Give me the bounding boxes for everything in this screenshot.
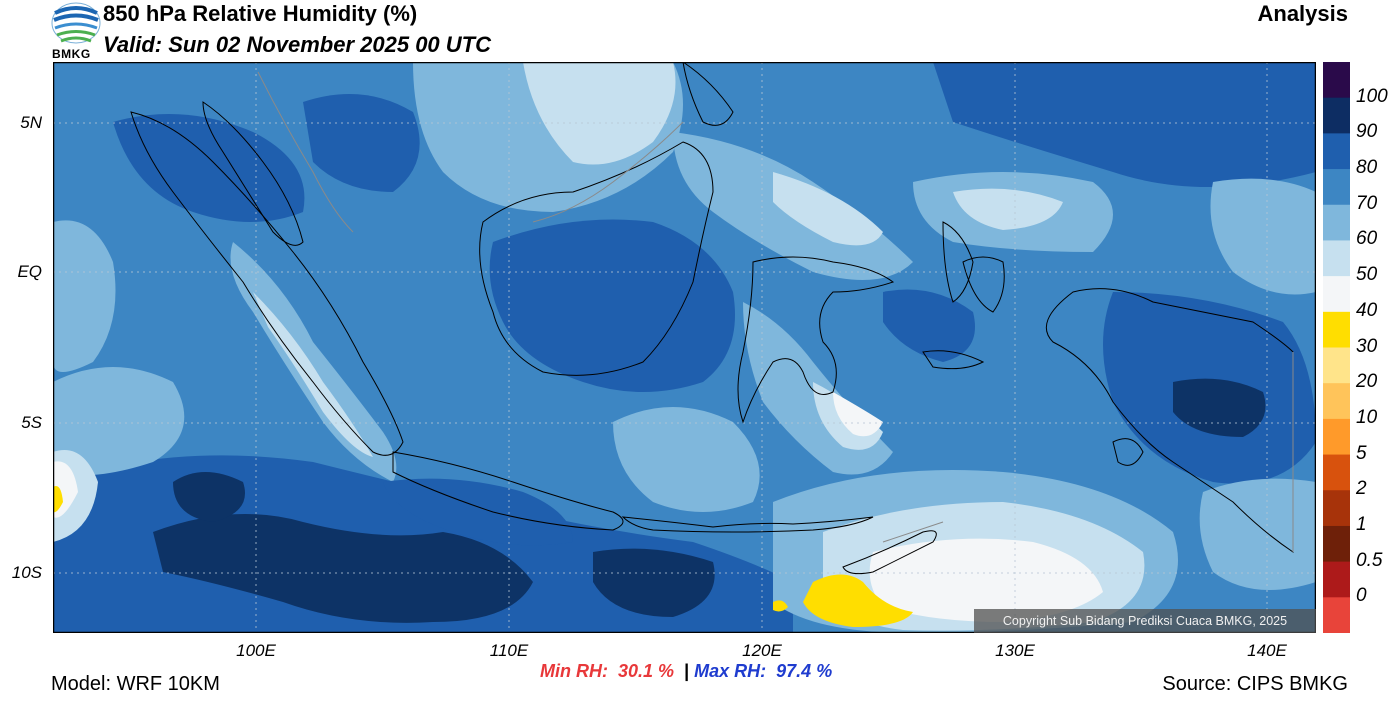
colorbar-label: 50 bbox=[1356, 264, 1378, 286]
copyright-notice: Copyright Sub Bidang Prediksi Cuaca BMKG… bbox=[974, 609, 1316, 633]
rh-zone-80-north-mid bbox=[303, 94, 420, 192]
rh-zone-30-sw bbox=[53, 486, 63, 513]
rh-zone-80-borneo bbox=[489, 219, 735, 392]
min-rh: Min RH: 30.1 % bbox=[540, 661, 674, 681]
colorbar-label: 70 bbox=[1356, 192, 1378, 214]
rh-zone-90-southwest bbox=[173, 472, 245, 522]
rh-zone-40-southeast bbox=[869, 538, 1103, 622]
rh-zone-80-north-west bbox=[113, 114, 305, 222]
colorbar-label: 1 bbox=[1356, 513, 1367, 535]
lon-tick-110e: 110E bbox=[489, 641, 529, 660]
rh-zone-50-sumatra bbox=[253, 292, 373, 457]
colorbar-label: 80 bbox=[1356, 157, 1378, 179]
max-rh-label: Max RH: bbox=[694, 661, 767, 681]
colorbar-swatch bbox=[1323, 490, 1350, 527]
rh-zone-50-north-center bbox=[773, 172, 883, 246]
rh-zone-80-sulawesi-east bbox=[883, 289, 975, 362]
stats-separator: | bbox=[684, 661, 690, 681]
colorbar-swatch bbox=[1323, 169, 1350, 206]
rh-zone-60-east bbox=[1210, 178, 1316, 295]
rh-zone-60-west bbox=[53, 220, 116, 372]
colorbar-label: 5 bbox=[1356, 442, 1367, 464]
colorbar-label: 90 bbox=[1356, 121, 1378, 143]
colorbar-label: 20 bbox=[1356, 371, 1378, 393]
bmkg-logo-icon bbox=[51, 2, 101, 44]
lon-tick-120e: 120E bbox=[742, 641, 782, 660]
colorbar-swatch bbox=[1323, 62, 1350, 99]
map-title: 850 hPa Relative Humidity (%) bbox=[103, 1, 418, 26]
colorbar-label: 40 bbox=[1356, 299, 1378, 321]
logo-text: BMKG bbox=[52, 47, 91, 61]
max-rh: Max RH: 97.4 % bbox=[694, 661, 832, 681]
colorbar bbox=[1323, 62, 1350, 633]
lon-tick-140e: 140E bbox=[1247, 641, 1287, 660]
lon-tick-130e: 130E bbox=[995, 641, 1035, 660]
rh-zone-90-south bbox=[153, 514, 533, 623]
rh-zone-40-sulawesi bbox=[833, 392, 883, 437]
source-label: Source: CIPS BMKG bbox=[1162, 673, 1348, 695]
lat-tick-5n: 5N bbox=[20, 113, 42, 132]
colorbar-swatch bbox=[1323, 311, 1350, 348]
colorbar-label: 2 bbox=[1356, 478, 1367, 500]
rh-zone-60-sumatra bbox=[230, 242, 397, 482]
colorbar-swatch bbox=[1323, 597, 1350, 633]
rh-zone-60-papua-south bbox=[1199, 478, 1316, 590]
graticule bbox=[53, 62, 1316, 633]
lat-tick-10s: 10S bbox=[11, 563, 42, 582]
colorbar-swatch bbox=[1323, 204, 1350, 241]
colorbar-swatch bbox=[1323, 454, 1350, 491]
colorbar-label: 0.5 bbox=[1356, 549, 1383, 571]
colorbar-label: 60 bbox=[1356, 228, 1378, 250]
lat-tick-eq: EQ bbox=[17, 262, 42, 281]
min-rh-value: 30.1 % bbox=[618, 661, 675, 681]
colorbar-swatch bbox=[1323, 276, 1350, 313]
colorbar-label: 30 bbox=[1356, 335, 1378, 357]
colorbar-swatch bbox=[1323, 97, 1350, 134]
rh-zone-30-southeast bbox=[803, 574, 913, 627]
colorbar-label: 0 bbox=[1356, 585, 1367, 607]
borders bbox=[257, 71, 1294, 552]
min-rh-label: Min RH: bbox=[540, 661, 608, 681]
colorbar-swatch bbox=[1323, 240, 1350, 277]
max-rh-value: 97.4 % bbox=[776, 661, 833, 681]
coastlines bbox=[130, 62, 1294, 575]
rh-stats: Min RH: 30.1 % | Max RH: 97.4 % bbox=[540, 661, 832, 682]
colorbar-label: 100 bbox=[1356, 85, 1388, 107]
rh-zone-30-southeast-dot bbox=[773, 600, 788, 612]
colorbar-label: 10 bbox=[1356, 406, 1378, 428]
product-type: Analysis bbox=[1257, 1, 1349, 26]
rh-zone-90-papua bbox=[1173, 378, 1266, 437]
colorbar-swatch bbox=[1323, 133, 1350, 170]
rh-zone-50-north bbox=[523, 62, 676, 165]
rh-zone-80-java bbox=[383, 478, 573, 546]
lon-tick-100e: 100E bbox=[236, 641, 276, 660]
colorbar-swatch bbox=[1323, 525, 1350, 563]
rh-zone-60-west-2 bbox=[53, 367, 185, 476]
rh-zone-90-south-2 bbox=[593, 548, 715, 617]
colorbar-swatch bbox=[1323, 383, 1350, 420]
humidity-map bbox=[53, 62, 1316, 633]
model-label: Model: WRF 10KM bbox=[51, 673, 220, 695]
colorbar-swatch bbox=[1323, 418, 1350, 456]
colorbar-swatch bbox=[1323, 561, 1350, 598]
valid-time: Valid: Sun 02 November 2025 00 UTC bbox=[103, 32, 491, 57]
rh-zone-80-upper-right bbox=[933, 62, 1316, 187]
colorbar-swatch bbox=[1323, 347, 1350, 384]
lat-tick-5s: 5S bbox=[21, 413, 42, 432]
rh-zone-50-northeast bbox=[953, 188, 1063, 230]
rh-zone-60-central bbox=[613, 407, 760, 512]
